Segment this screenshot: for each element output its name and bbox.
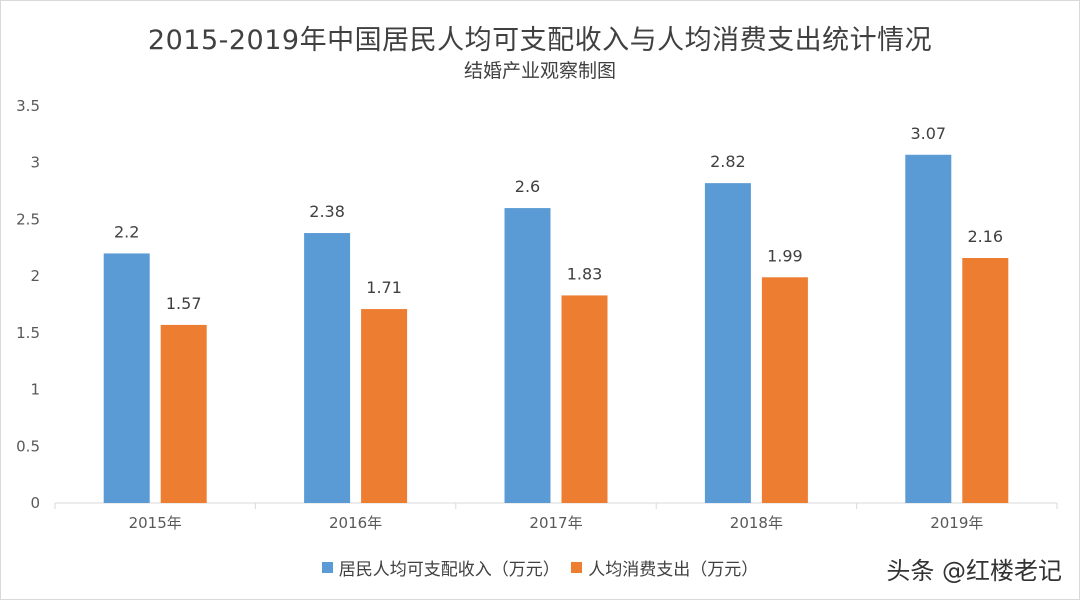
data-label-income: 2.2 [114, 222, 139, 241]
data-label-expense: 1.71 [366, 278, 402, 297]
data-label-expense: 1.99 [767, 246, 803, 265]
data-label-income: 2.38 [309, 202, 345, 221]
y-tick-label: 3 [30, 154, 40, 172]
chart-title: 2015-2019年中国居民人均可支配收入与人均消费支出统计情况 [147, 25, 933, 56]
data-label-expense: 1.57 [166, 294, 202, 313]
watermark: 头条 @红楼老记 [886, 557, 1062, 585]
bar-income [304, 233, 351, 504]
x-tick-label: 2015年 [129, 514, 182, 532]
legend-label-expense: 人均消费支出（万元） [588, 560, 759, 580]
bar-expense [561, 295, 608, 503]
data-label-income: 3.07 [910, 124, 946, 143]
legend: 居民人均可支配收入（万元） 人均消费支出（万元） [0, 555, 1080, 580]
y-tick-label: 1 [30, 381, 40, 399]
y-tick-label: 0.5 [16, 437, 40, 455]
y-tick-label: 2 [30, 267, 40, 285]
legend-swatch-expense [571, 562, 583, 573]
y-tick-label: 1.5 [16, 324, 40, 342]
legend-item-income: 居民人均可支配收入（万元） [321, 555, 560, 580]
legend-label-income: 居民人均可支配收入（万元） [338, 560, 560, 580]
data-label-expense: 1.83 [567, 264, 603, 283]
bar-income [905, 154, 952, 503]
chart-subtitle: 结婚产业观察制图 [463, 60, 616, 82]
legend-item-expense: 人均消费支出（万元） [571, 555, 758, 580]
bar-income [504, 208, 551, 504]
x-tick-label: 2016年 [329, 514, 382, 532]
bar-expense [962, 257, 1009, 503]
bar-expense [160, 324, 207, 503]
data-label-expense: 2.16 [967, 227, 1003, 246]
y-tick-label: 2.5 [16, 210, 40, 228]
y-tick-label: 0 [30, 494, 40, 512]
bar-income [704, 183, 751, 504]
bar-expense [361, 309, 408, 503]
x-tick-label: 2018年 [730, 514, 783, 532]
data-label-income: 2.82 [710, 152, 746, 171]
data-label-income: 2.6 [515, 177, 540, 196]
bar-income [103, 253, 150, 503]
x-tick-label: 2019年 [930, 514, 983, 532]
bar-expense [761, 277, 808, 503]
y-tick-label: 3.5 [16, 97, 40, 115]
legend-swatch-income [321, 562, 333, 573]
x-tick-label: 2017年 [529, 514, 582, 532]
